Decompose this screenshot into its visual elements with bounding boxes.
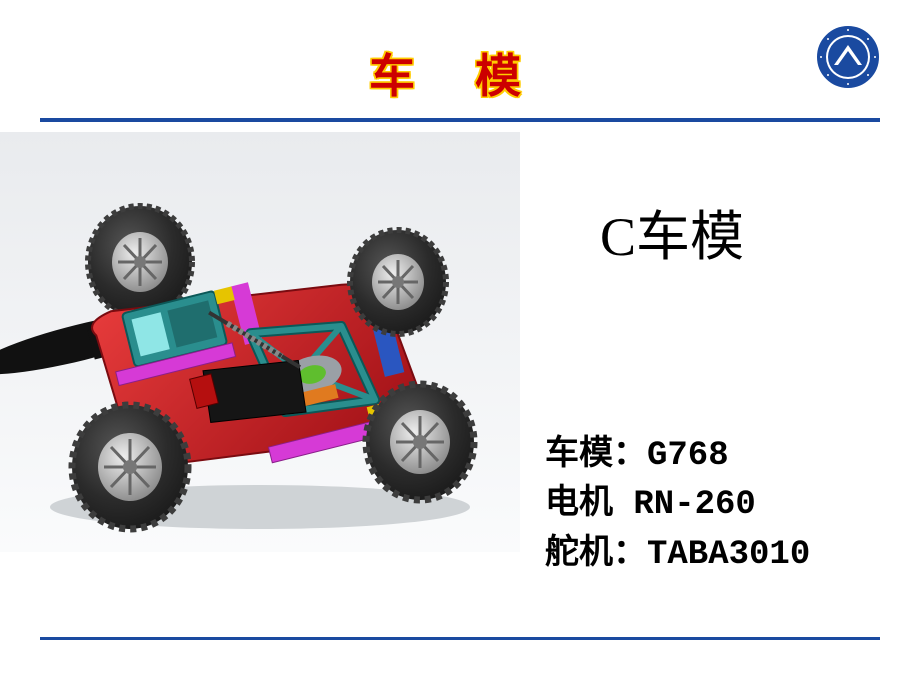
specs-block: 车模：G768 电机 RN-260 舵机：TABA3010 [545, 432, 810, 580]
page-title: 车模 [40, 40, 880, 106]
title-char-2: 模 [475, 51, 551, 102]
spec-label: 车模： [545, 437, 647, 475]
spec-value: TABA3010 [647, 536, 810, 574]
spec-row-servo: 舵机：TABA3010 [545, 531, 810, 580]
spec-label: 电机 [545, 486, 633, 524]
divider-bottom [40, 637, 880, 640]
spec-label: 舵机： [545, 536, 647, 574]
spec-row-model: 车模：G768 [545, 432, 810, 481]
content-area: C车模 车模：G768 电机 RN-260 舵机：TABA3010 [40, 122, 880, 622]
spec-row-motor: 电机 RN-260 [545, 481, 810, 530]
university-logo [816, 25, 880, 89]
spec-value: G768 [647, 437, 729, 475]
spec-value: RN-260 [633, 486, 755, 524]
model-heading: C车模 [600, 192, 744, 271]
title-char-1: 车 [369, 51, 445, 102]
slide: 车模 [0, 0, 920, 690]
car-model-image [0, 132, 520, 552]
